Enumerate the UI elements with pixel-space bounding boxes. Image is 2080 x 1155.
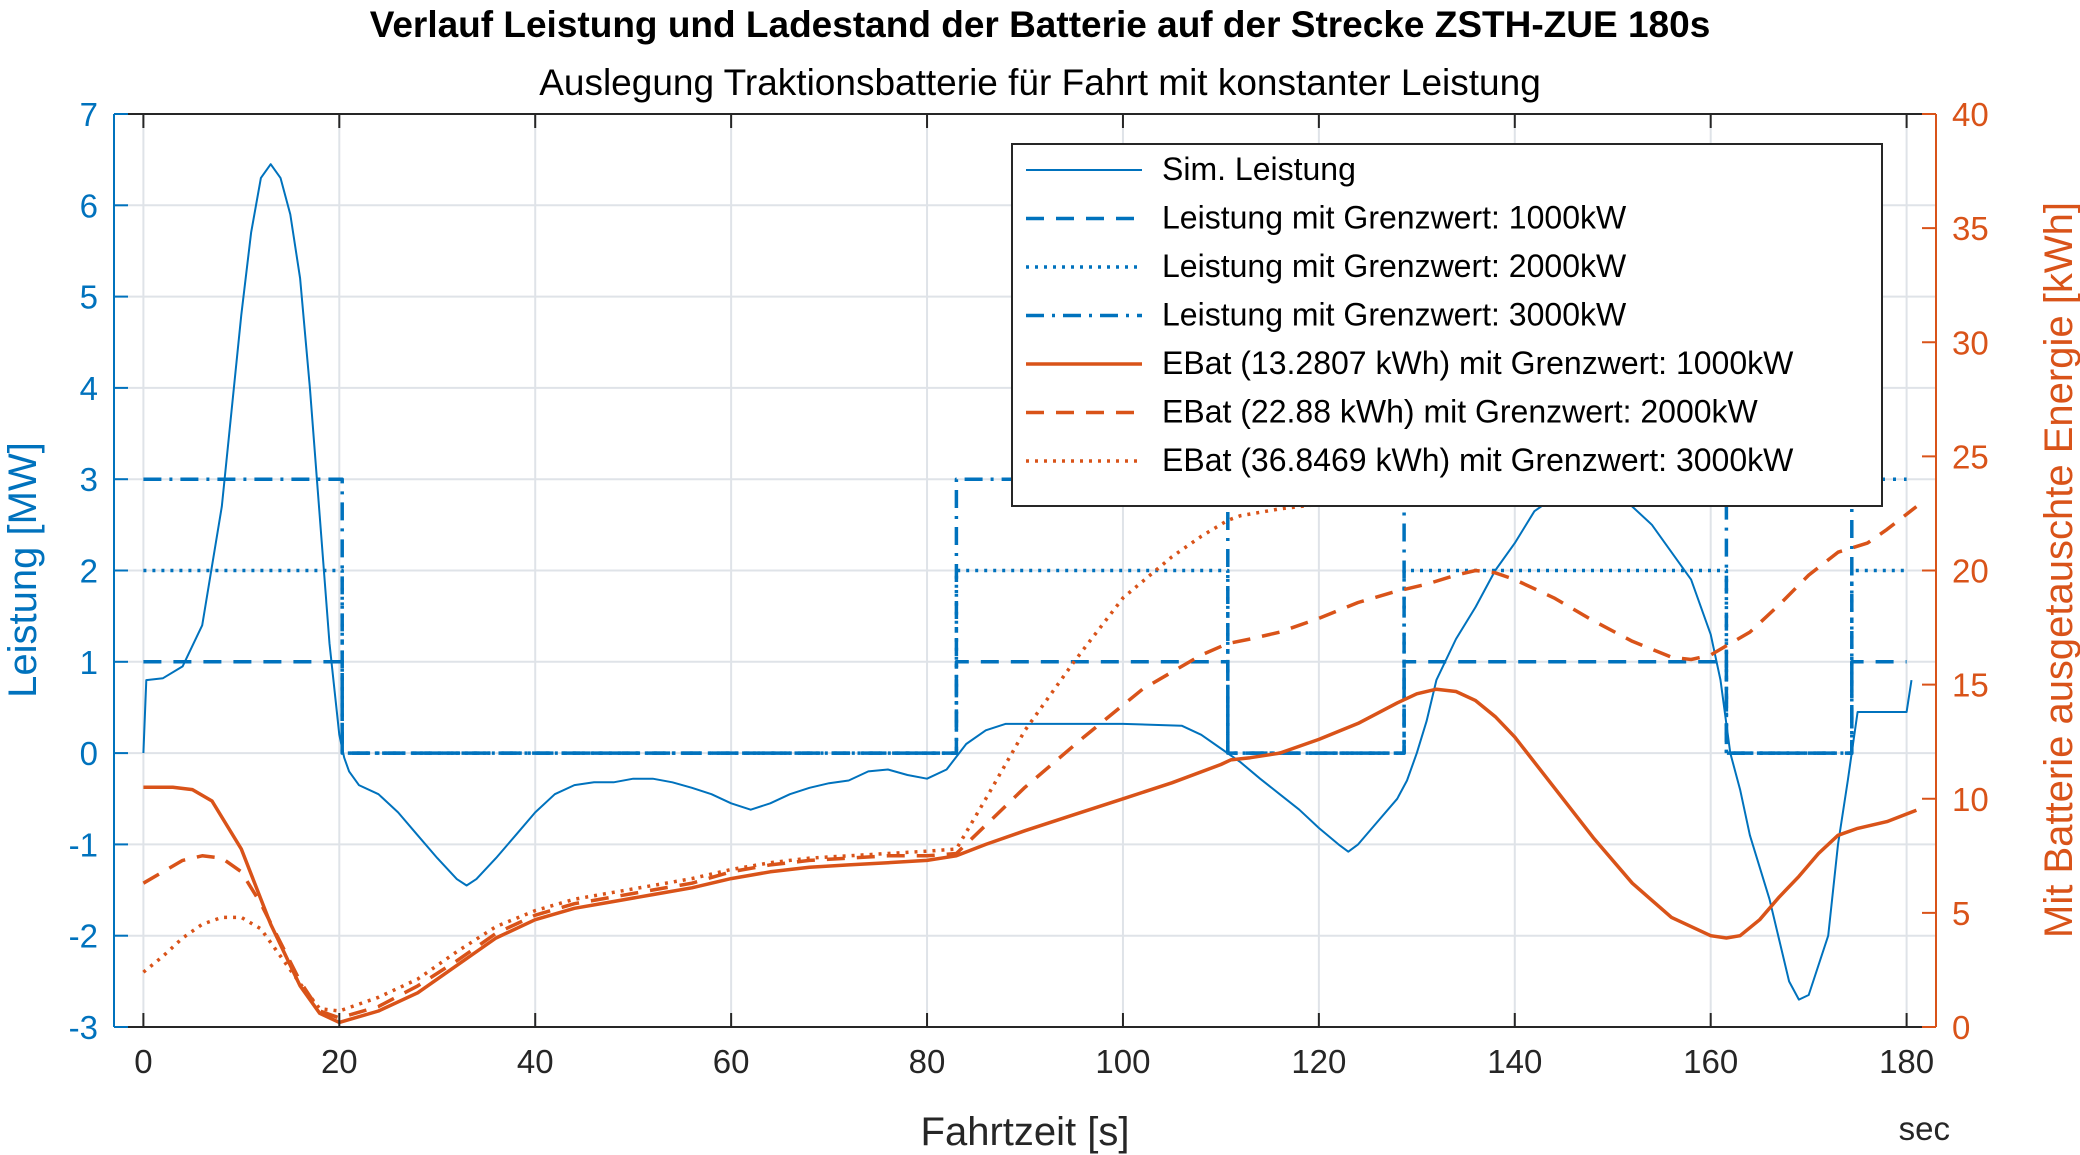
y-left-tick-label: 2: [80, 553, 98, 590]
x-tick-label: 20: [321, 1043, 358, 1080]
legend-entry-label: EBat (22.88 kWh) mit Grenzwert: 2000kW: [1162, 394, 1759, 430]
chart-title: Verlauf Leistung und Ladestand der Batte…: [370, 4, 1711, 45]
legend-entry-label: EBat (36.8469 kWh) mit Grenzwert: 3000kW: [1162, 442, 1794, 478]
legend-entry-label: Leistung mit Grenzwert: 3000kW: [1162, 297, 1627, 333]
chart-subtitle: Auslegung Traktionsbatterie für Fahrt mi…: [539, 62, 1541, 103]
series-line-3: [143, 568, 1907, 755]
x-tick-label: 40: [517, 1043, 554, 1080]
legend-entry-label: Sim. Leistung: [1162, 151, 1356, 187]
x-tick-label: 100: [1095, 1043, 1150, 1080]
legend-box: [1011, 143, 1883, 507]
legend: Sim. Leistung Leistung mit Grenzwert: 100…: [1011, 143, 1883, 507]
series-line-7: [142, 500, 1359, 1013]
x-axis-label: Fahrtzeit [s]: [921, 1110, 1130, 1154]
y-right-tick-label: 25: [1952, 438, 1989, 475]
y-left-tick-label: -1: [69, 826, 98, 863]
y-left-tick-label: 7: [80, 96, 98, 133]
x-tick-label: 140: [1487, 1043, 1542, 1080]
legend-entry-label: Leistung mit Grenzwert: 1000kW: [1162, 200, 1627, 236]
x-tick-label: 120: [1291, 1043, 1346, 1080]
tick-labels: 0 20 40 60 80 100 120 140 160 180 -3 -2 -1 0 1 2 3 4 5 6 7 0 5…: [69, 96, 1989, 1080]
y-right-tick-label: 40: [1952, 96, 1989, 133]
y-left-tick-label: 0: [80, 735, 98, 772]
x-tick-label: 80: [909, 1043, 946, 1080]
y-right-tick-label: 15: [1952, 667, 1989, 704]
y-right-tick-label: 35: [1952, 210, 1989, 247]
y-right-tick-label: 5: [1952, 895, 1970, 932]
y-axis-left-label: Leistung [MW]: [1, 442, 45, 698]
y-right-tick-label: 20: [1952, 553, 1989, 590]
x-tick-label: 60: [713, 1043, 750, 1080]
plot-area: [142, 163, 1918, 1025]
y-left-tick-label: -3: [69, 1009, 98, 1046]
y-left-tick-label: -2: [69, 918, 98, 955]
x-tick-label: 160: [1683, 1043, 1738, 1080]
y-right-tick-label: 30: [1952, 324, 1989, 361]
x-tick-label: 180: [1879, 1043, 1934, 1080]
y-left-tick-label: 5: [80, 279, 98, 316]
axes: [113, 113, 1937, 1028]
legend-entry-label: Leistung mit Grenzwert: 2000kW: [1162, 248, 1627, 284]
y-left-tick-label: 1: [80, 644, 98, 681]
y-right-tick-label: 0: [1952, 1009, 1970, 1046]
series-line-5: [143, 687, 1918, 1025]
x-tick-label: 0: [134, 1043, 152, 1080]
y-left-tick-label: 3: [80, 461, 98, 498]
y-left-tick-label: 6: [80, 187, 98, 224]
y-left-tick-label: 4: [80, 370, 98, 407]
legend-entry-label: EBat (13.2807 kWh) mit Grenzwert: 1000kW: [1162, 345, 1794, 381]
x-axis-unit: sec: [1899, 1110, 1950, 1147]
series-line-1: [142, 163, 1913, 1001]
series-line-6: [142, 505, 1918, 1020]
y-right-tick-label: 10: [1952, 781, 1989, 818]
y-axis-right-label: Mit Batterie ausgetauschte Energie [kWh]: [2037, 202, 2080, 938]
